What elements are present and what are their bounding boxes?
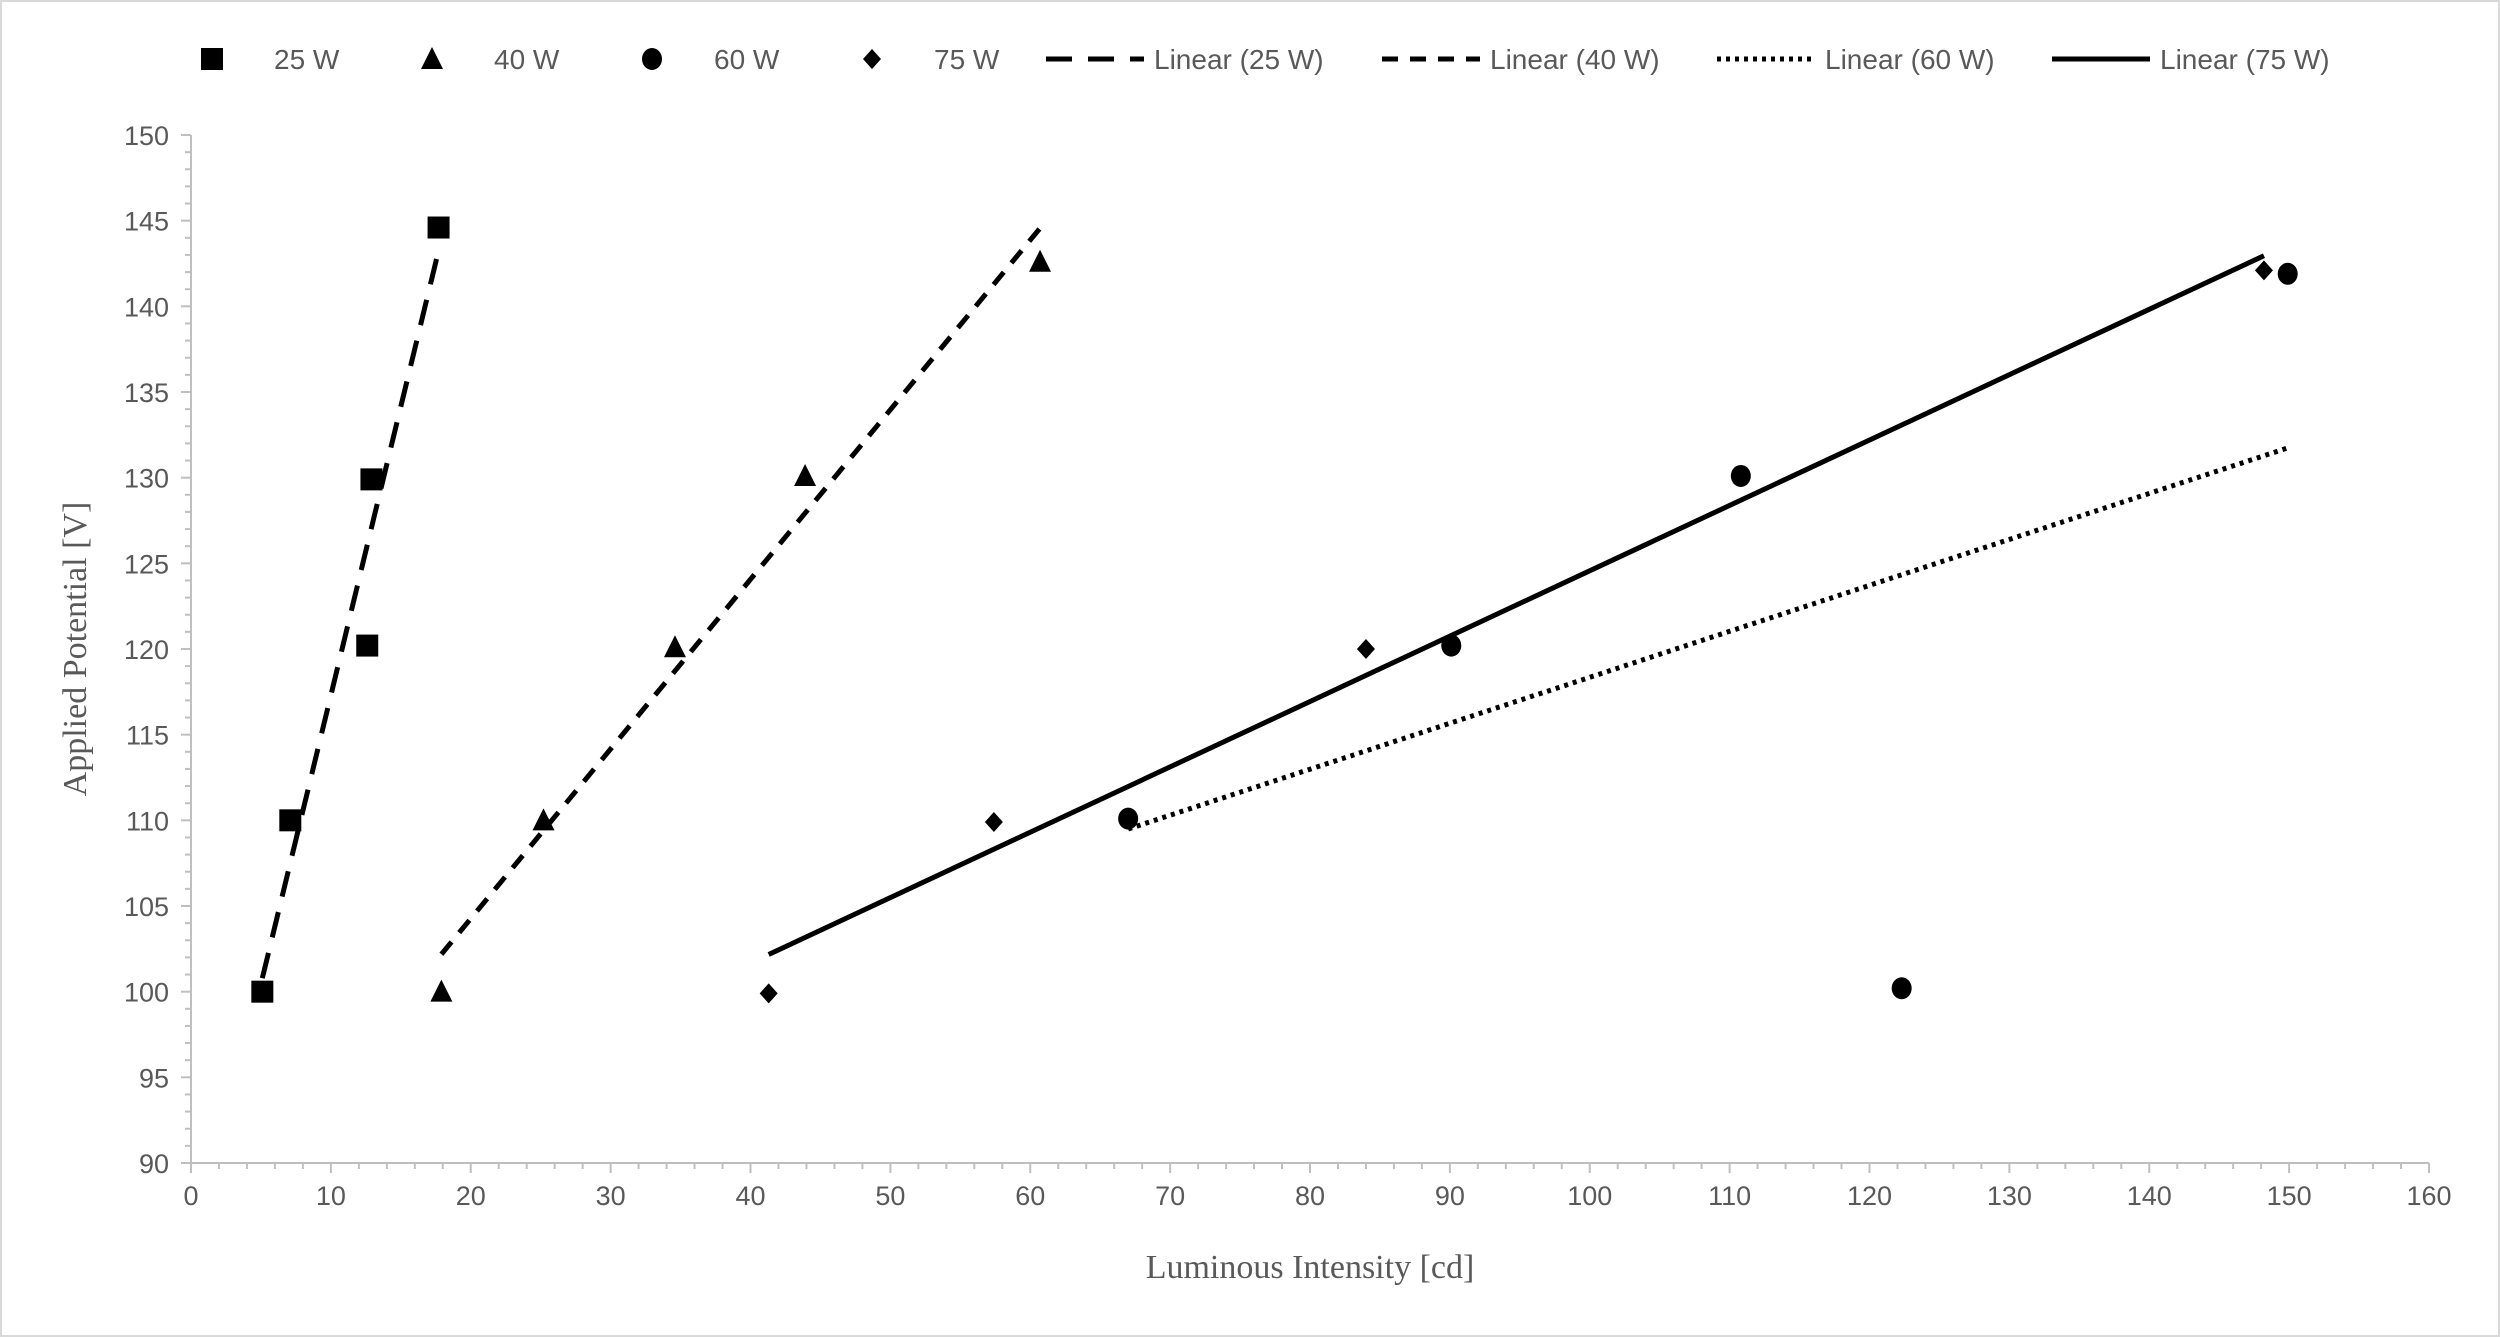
x-tick-label: 130 <box>1987 1181 2032 1211</box>
y-tick-label: 135 <box>124 378 169 408</box>
data-point-triangle <box>532 808 555 831</box>
data-point-diamond <box>984 812 1003 833</box>
data-point-square <box>279 809 302 832</box>
x-tick-label: 40 <box>735 1181 765 1211</box>
y-tick-label: 110 <box>126 806 169 836</box>
data-point-triangle <box>794 463 817 486</box>
x-tick-label: 140 <box>2127 1181 2172 1211</box>
x-tick-label: 0 <box>183 1181 198 1211</box>
y-tick-label: 90 <box>139 1149 169 1179</box>
x-tick-label: 30 <box>596 1181 626 1211</box>
x-tick-label: 80 <box>1295 1181 1325 1211</box>
x-tick-label: 120 <box>1847 1181 1892 1211</box>
legend-label: Linear (25 W) <box>1154 44 1324 75</box>
trendline <box>767 253 2266 957</box>
x-axis-label: Luminous Intensity [cd] <box>1146 1249 1475 1286</box>
data-point-circle <box>1118 807 1139 830</box>
y-tick-label: 145 <box>124 207 169 237</box>
data-point-triangle <box>663 635 686 658</box>
data-point-square <box>356 634 379 657</box>
data-point-square <box>251 980 274 1003</box>
data-point-diamond <box>1356 639 1375 659</box>
y-tick-label: 95 <box>139 1063 169 1093</box>
y-tick-label: 150 <box>124 121 169 151</box>
x-tick-label: 160 <box>2406 1181 2451 1211</box>
x-tick-label: 20 <box>456 1181 486 1211</box>
axes: 0 10 20 30 40 50 60 70 80 90 100 110 120 130 140 150 160… <box>124 121 2452 1211</box>
y-tick-label: 115 <box>126 721 169 751</box>
y-tick-label: 120 <box>124 635 169 665</box>
legend-label: 40 W <box>494 44 560 75</box>
data-point-circle <box>1891 977 1912 1000</box>
data-point-circle <box>1441 634 1462 657</box>
x-tick-label: 90 <box>1435 1181 1465 1211</box>
legend-label: 25 W <box>274 44 340 75</box>
y-tick-label: 125 <box>124 549 169 579</box>
y-tick-label: 100 <box>124 978 169 1008</box>
legend-circle-icon <box>642 48 662 70</box>
y-tick-label: 140 <box>124 292 169 322</box>
data-points <box>251 216 2298 1004</box>
legend-triangle-icon <box>421 47 443 69</box>
y-axis-label: Applied Potential [V] <box>57 502 94 797</box>
data-point-circle <box>2277 262 2298 285</box>
data-point-triangle <box>1029 249 1052 272</box>
y-tick-label: 105 <box>124 892 169 922</box>
x-tick-label: 100 <box>1567 1181 1612 1211</box>
x-tick-label: 150 <box>2267 1181 2312 1211</box>
trendline <box>1127 445 2289 832</box>
x-tick-label: 60 <box>1015 1181 1045 1211</box>
legend-label: Linear (40 W) <box>1490 44 1660 75</box>
data-point-square <box>360 468 383 491</box>
data-point-square <box>427 216 450 239</box>
legend-diamond-icon <box>863 49 881 69</box>
legend-label: 60 W <box>714 44 780 75</box>
data-point-diamond <box>2254 260 2273 281</box>
x-tick-label: 70 <box>1155 1181 1185 1211</box>
data-point-triangle <box>430 979 453 1002</box>
x-tick-label: 10 <box>316 1181 346 1211</box>
legend-label: 75 W <box>934 44 1000 75</box>
x-tick-label: 50 <box>875 1181 905 1211</box>
data-point-circle <box>1730 464 1751 487</box>
trendlines <box>259 226 2289 979</box>
legend-square-icon <box>201 48 223 70</box>
trendline <box>439 226 1042 956</box>
x-tick-label: 110 <box>1708 1181 1751 1211</box>
legend: 25 W 40 W 60 W 75 W Linear (25 W) Linear (40 … <box>201 44 2330 75</box>
legend-label: Linear (60 W) <box>1825 44 1995 75</box>
y-tick-label: 130 <box>124 464 169 494</box>
legend-label: Linear (75 W) <box>2160 44 2330 75</box>
data-point-diamond <box>759 983 778 1004</box>
